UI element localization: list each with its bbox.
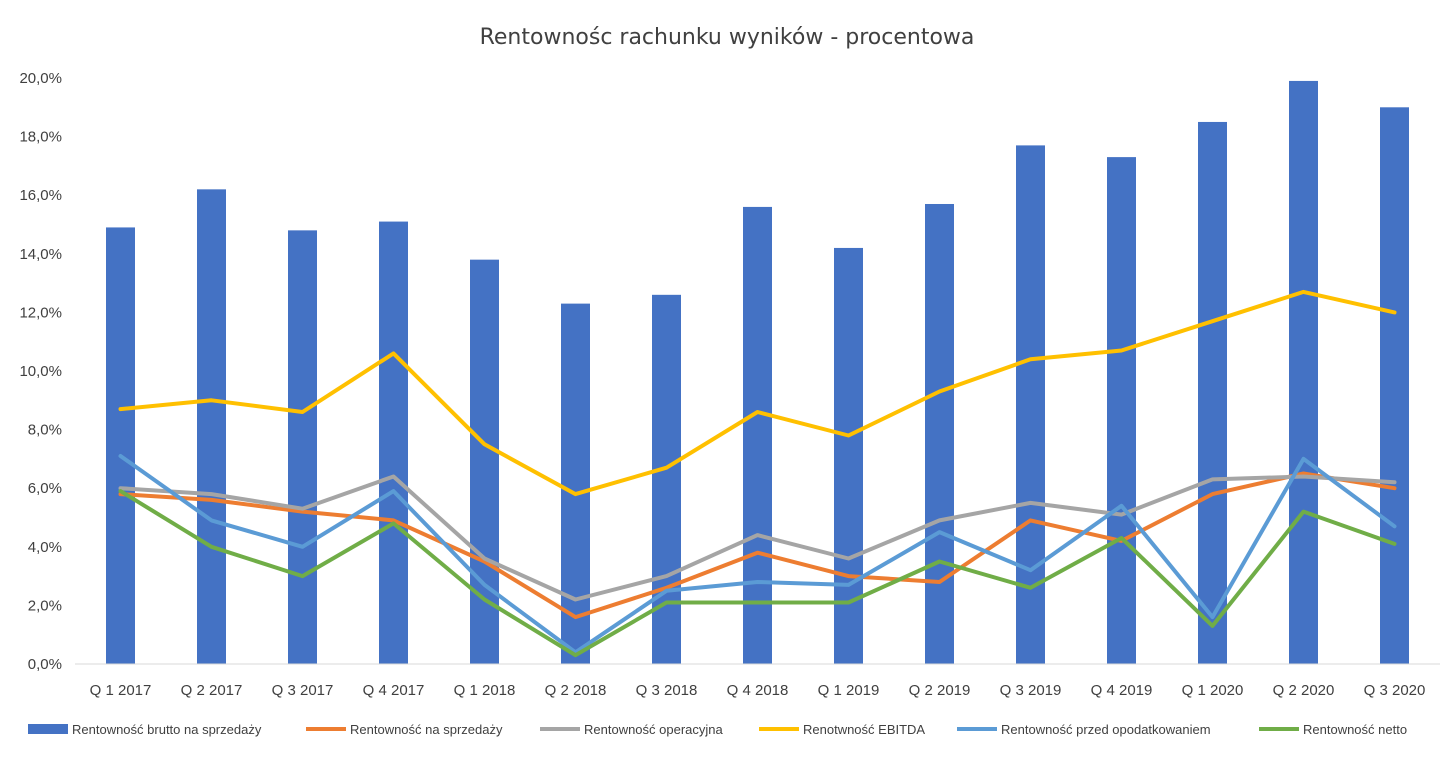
series-line — [118, 454, 1397, 655]
y-tick-label: 8,0% — [28, 422, 62, 439]
bar — [1289, 80, 1318, 665]
y-tick-label: 14,0% — [19, 246, 62, 263]
legend-label: Rentowność operacyjna — [584, 722, 724, 737]
bar — [470, 259, 499, 664]
legend-label: Renotwność EBITDA — [803, 722, 925, 737]
bar — [197, 189, 226, 664]
bar — [561, 303, 590, 664]
bar — [288, 230, 317, 665]
x-tick-label: Q 1 2017 — [90, 682, 152, 699]
x-tick-label: Q 4 2018 — [727, 682, 789, 699]
legend-label: Rentowność przed opodatkowaniem — [1001, 722, 1211, 737]
legend: Rentowność brutto na sprzedaży Rentowność… — [28, 722, 1407, 737]
y-tick-label: 6,0% — [28, 480, 62, 497]
bar — [925, 203, 954, 665]
y-tick-label: 12,0% — [19, 304, 62, 321]
x-tick-label: Q 4 2019 — [1091, 682, 1153, 699]
bar — [834, 247, 863, 664]
legend-label: Rentowność na sprzedaży — [350, 722, 503, 737]
y-axis: 0,0% 2,0% 4,0% 6,0% 8,0% 10,0% 12,0% 14,0% 16,0%… — [19, 70, 62, 673]
y-tick-label: 18,0% — [19, 129, 62, 146]
series-line — [118, 471, 1397, 620]
x-tick-label: Q 2 2020 — [1273, 682, 1335, 699]
y-tick-label: 0,0% — [28, 656, 62, 673]
x-tick-label: Q 2 2018 — [545, 682, 607, 699]
x-tick-label: Q 3 2017 — [272, 682, 334, 699]
bar — [1198, 121, 1227, 664]
x-tick-label: Q 3 2020 — [1364, 682, 1426, 699]
bar — [1380, 107, 1409, 665]
x-tick-label: Q 1 2019 — [818, 682, 880, 699]
bar — [743, 206, 772, 665]
y-tick-label: 2,0% — [28, 597, 62, 614]
y-tick-label: 16,0% — [19, 187, 62, 204]
legend-label: Rentowność netto — [1303, 722, 1407, 737]
x-tick-label: Q 2 2017 — [181, 682, 243, 699]
y-tick-label: 10,0% — [19, 363, 62, 380]
legend-swatch — [28, 724, 68, 734]
line-series — [118, 289, 1397, 658]
bar — [1107, 157, 1136, 665]
y-tick-label: 20,0% — [19, 70, 62, 87]
x-tick-label: Q 3 2019 — [1000, 682, 1062, 699]
y-tick-label: 4,0% — [28, 539, 62, 556]
x-tick-label: Q 1 2018 — [454, 682, 516, 699]
bar — [1016, 145, 1045, 664]
series-line — [118, 474, 1397, 602]
x-tick-label: Q 1 2020 — [1182, 682, 1244, 699]
bar-series — [106, 80, 1409, 665]
x-tick-label: Q 3 2018 — [636, 682, 698, 699]
bar — [379, 221, 408, 664]
legend-label: Rentowność brutto na sprzedaży — [72, 722, 262, 737]
x-tick-label: Q 2 2019 — [909, 682, 971, 699]
series-line — [118, 489, 1397, 658]
x-tick-label: Q 4 2017 — [363, 682, 425, 699]
x-axis: Q 1 2017 Q 2 2017 Q 3 2017 Q 4 2017 Q 1 2018… — [75, 663, 1440, 699]
chart-title: Rentownośc rachunku wyników - procentowa — [480, 25, 975, 50]
bar — [106, 227, 135, 664]
series-line — [118, 289, 1397, 497]
